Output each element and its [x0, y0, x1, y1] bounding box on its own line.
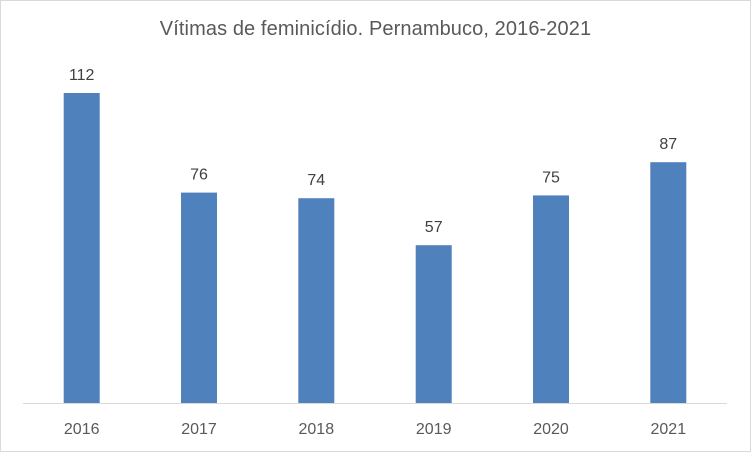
data-label-2016: 112: [69, 67, 95, 84]
x-tick-label-2021: 2021: [651, 421, 687, 438]
x-tick-label-2020: 2020: [533, 421, 569, 438]
bar-2018: [298, 198, 335, 403]
data-label-2020: 75: [542, 169, 560, 186]
data-label-2017: 76: [190, 167, 208, 184]
x-tick-label-2016: 2016: [64, 421, 100, 438]
bar-2020: [533, 195, 569, 403]
bar-2021: [650, 162, 687, 403]
data-label-2019: 57: [425, 219, 443, 236]
x-tick-labels-group: 2016 2017 2018 2019 2020 2021: [64, 421, 686, 438]
bar-2019: [415, 245, 452, 403]
data-labels-group: 112 76 74 57 75 87: [69, 67, 677, 236]
x-tick-label-2019: 2019: [416, 421, 452, 438]
bar-2016: [63, 93, 100, 403]
x-tick-label-2018: 2018: [299, 421, 335, 438]
x-tick-label-2017: 2017: [181, 421, 217, 438]
bars-group: [63, 93, 687, 403]
chart-title: Vítimas de feminicídio. Pernambuco, 2016…: [159, 18, 592, 40]
data-label-2021: 87: [659, 136, 677, 153]
data-label-2018: 74: [307, 172, 325, 189]
bar-2017: [181, 192, 217, 403]
